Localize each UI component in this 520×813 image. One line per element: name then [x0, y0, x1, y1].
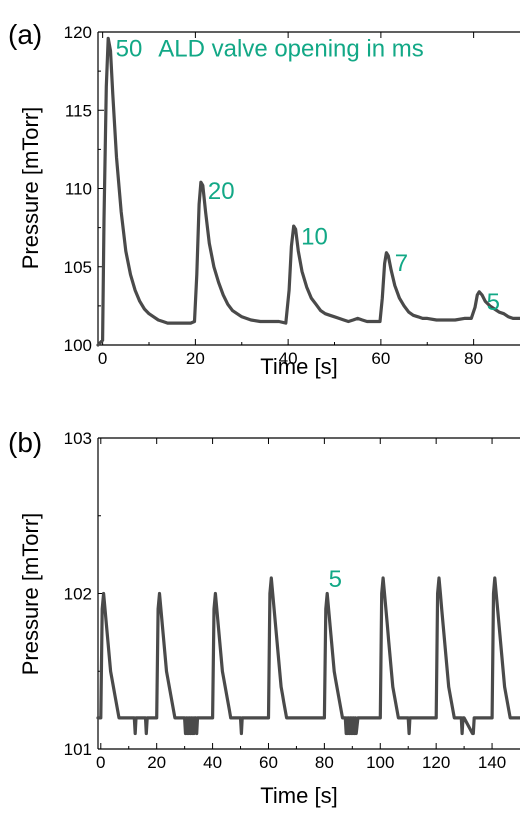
panel-a-x-tick-label: 60 [371, 349, 390, 368]
panel-b-y-tick-label: 102 [64, 585, 92, 604]
panel-a-y-axis-title: Pressure [mTorr] [18, 107, 43, 270]
panel-b-x-axis-title: Time [s] [260, 783, 337, 808]
panel-b-label: (b) [8, 427, 42, 458]
panel-a-y-tick-label: 115 [65, 101, 92, 120]
panel-b-y-tick-label: 103 [64, 429, 92, 448]
panel-a-y-tick-label: 100 [64, 336, 92, 355]
panel-a-annotation: 10 [301, 223, 328, 250]
panel-a-annotation: ALD valve opening in ms [158, 36, 423, 63]
panel-b-x-tick-label: 140 [478, 753, 506, 772]
panel-b-y-tick-label: 101 [64, 740, 92, 759]
panel-a-x-tick-label: 40 [279, 349, 298, 368]
panel-a-series-line [96, 36, 520, 347]
panel-a-y-tick-label: 110 [65, 180, 92, 199]
panel-b-x-tick-label: 80 [315, 753, 334, 772]
panel-b-x-tick-label: 0 [96, 753, 105, 772]
panel-a-annotation: 50 [116, 36, 143, 63]
panel-a-y-tick-label: 105 [64, 258, 92, 277]
panel-a-x-tick-label: 0 [98, 349, 107, 368]
panel-b-x-tick-label: 40 [203, 753, 222, 772]
panel-b-x-tick-label: 60 [259, 753, 278, 772]
panel-b-annotation: 5 [329, 566, 342, 593]
panel-b-y-axis-title: Pressure [mTorr] [18, 513, 43, 676]
panel-a-y-tick-label: 120 [64, 23, 92, 42]
panel-a-x-tick-label: 20 [186, 349, 205, 368]
panel-a-x-axis-title: Time [s] [260, 354, 337, 379]
panel-b-x-tick-label: 120 [422, 753, 450, 772]
panel-b-x-tick-label: 20 [147, 753, 166, 772]
panel-a-x-tick-label: 80 [464, 349, 483, 368]
panel-a-label: (a) [8, 19, 42, 50]
panel-b-x-tick-label: 100 [366, 753, 394, 772]
panel-b-series-line [96, 576, 520, 736]
panel-a-annotation: 5 [487, 289, 500, 316]
panel-a-annotation: 7 [395, 250, 408, 277]
panel-a-annotation: 20 [208, 178, 235, 205]
